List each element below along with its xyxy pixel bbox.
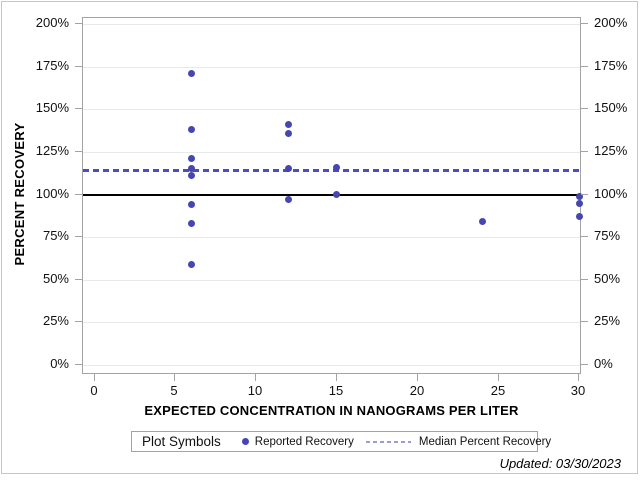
x-tick <box>578 374 579 381</box>
x-tick-label: 10 <box>247 383 263 398</box>
y-tick <box>75 23 82 24</box>
data-point <box>575 199 583 207</box>
x-tick <box>336 374 337 381</box>
data-point <box>187 219 195 227</box>
legend-entry-label: Reported Recovery <box>254 435 354 448</box>
dot-icon <box>241 438 249 445</box>
y-tick <box>581 23 588 24</box>
y-tick-label: 75% <box>42 228 69 243</box>
gridline <box>83 24 580 25</box>
x-tick <box>417 374 418 381</box>
y-tick-label: 75% <box>594 228 621 243</box>
y-tick <box>75 364 82 365</box>
y-tick-label: 125% <box>35 143 69 158</box>
x-tick <box>94 374 95 381</box>
updated-note: Updated: 03/30/2023 <box>499 456 621 471</box>
y-tick <box>75 279 82 280</box>
y-tick-label: 100% <box>35 186 69 201</box>
y-tick-label: 150% <box>35 100 69 115</box>
y-tick-label: 50% <box>42 271 69 286</box>
y-tick-label: 150% <box>594 100 628 115</box>
x-tick-label: 30 <box>570 383 586 398</box>
legend-title: Plot Symbols <box>142 434 221 449</box>
y-tick <box>581 66 588 67</box>
y-tick <box>581 194 588 195</box>
x-tick-label: 0 <box>90 383 98 398</box>
y-tick-label: 0% <box>50 356 69 371</box>
data-point <box>575 213 583 221</box>
x-tick-label: 25 <box>490 383 506 398</box>
data-point <box>187 260 195 268</box>
gridline <box>83 280 580 281</box>
data-point <box>284 165 292 173</box>
data-point <box>187 69 195 77</box>
y-tick <box>75 151 82 152</box>
x-tick <box>174 374 175 381</box>
y-tick <box>75 108 82 109</box>
x-axis-title: EXPECTED CONCENTRATION IN NANOGRAMS PER … <box>144 403 519 418</box>
y-tick-label: 25% <box>42 313 69 328</box>
data-point <box>284 121 292 129</box>
legend-entry-label: Median Percent Recovery <box>418 435 552 448</box>
y-tick <box>581 279 588 280</box>
data-point <box>333 163 341 171</box>
y-tick-label: 50% <box>594 271 621 286</box>
y-tick-label: 200% <box>35 15 69 30</box>
data-point <box>187 172 195 180</box>
data-point <box>284 196 292 204</box>
plot-area <box>82 17 583 374</box>
data-point <box>187 201 195 209</box>
y-tick-label: 175% <box>594 58 628 73</box>
y-tick-label: 200% <box>594 15 628 30</box>
data-point <box>284 129 292 137</box>
y-tick <box>581 108 588 109</box>
y-tick-label: 175% <box>35 58 69 73</box>
y-tick <box>581 321 588 322</box>
data-point <box>478 218 486 226</box>
x-tick <box>498 374 499 381</box>
gridline <box>83 237 580 238</box>
x-tick-label: 5 <box>170 383 178 398</box>
y-tick <box>581 151 588 152</box>
y-tick-label: 25% <box>594 313 621 328</box>
legend: Plot Symbols Reported Recovery Median Pe… <box>131 431 551 452</box>
gridline <box>83 152 580 153</box>
data-point <box>187 165 195 173</box>
gridline <box>83 322 580 323</box>
y-tick <box>581 364 588 365</box>
x-tick <box>255 374 256 381</box>
x-tick-label: 15 <box>328 383 344 398</box>
legend-entry-reported-recovery: Reported Recovery <box>241 435 354 448</box>
gridline <box>83 109 580 110</box>
y-tick <box>75 66 82 67</box>
data-point <box>333 191 341 198</box>
dashed-line-icon <box>365 440 411 443</box>
y-tick <box>75 236 82 237</box>
data-point <box>575 192 583 200</box>
legend-entry-median-recovery: Median Percent Recovery <box>365 435 552 448</box>
y-tick-label: 125% <box>594 143 628 158</box>
y-tick <box>75 321 82 322</box>
y-tick-label: 0% <box>594 356 613 371</box>
y-tick <box>75 194 82 195</box>
gridline <box>83 365 580 366</box>
y-tick <box>581 236 588 237</box>
y-tick-label: 100% <box>594 186 628 201</box>
median-recovery-line <box>83 169 580 172</box>
data-point <box>187 126 195 134</box>
data-point <box>187 155 195 163</box>
gridline <box>83 67 580 68</box>
reference-line-100pct <box>83 194 580 196</box>
x-tick-label: 20 <box>409 383 425 398</box>
